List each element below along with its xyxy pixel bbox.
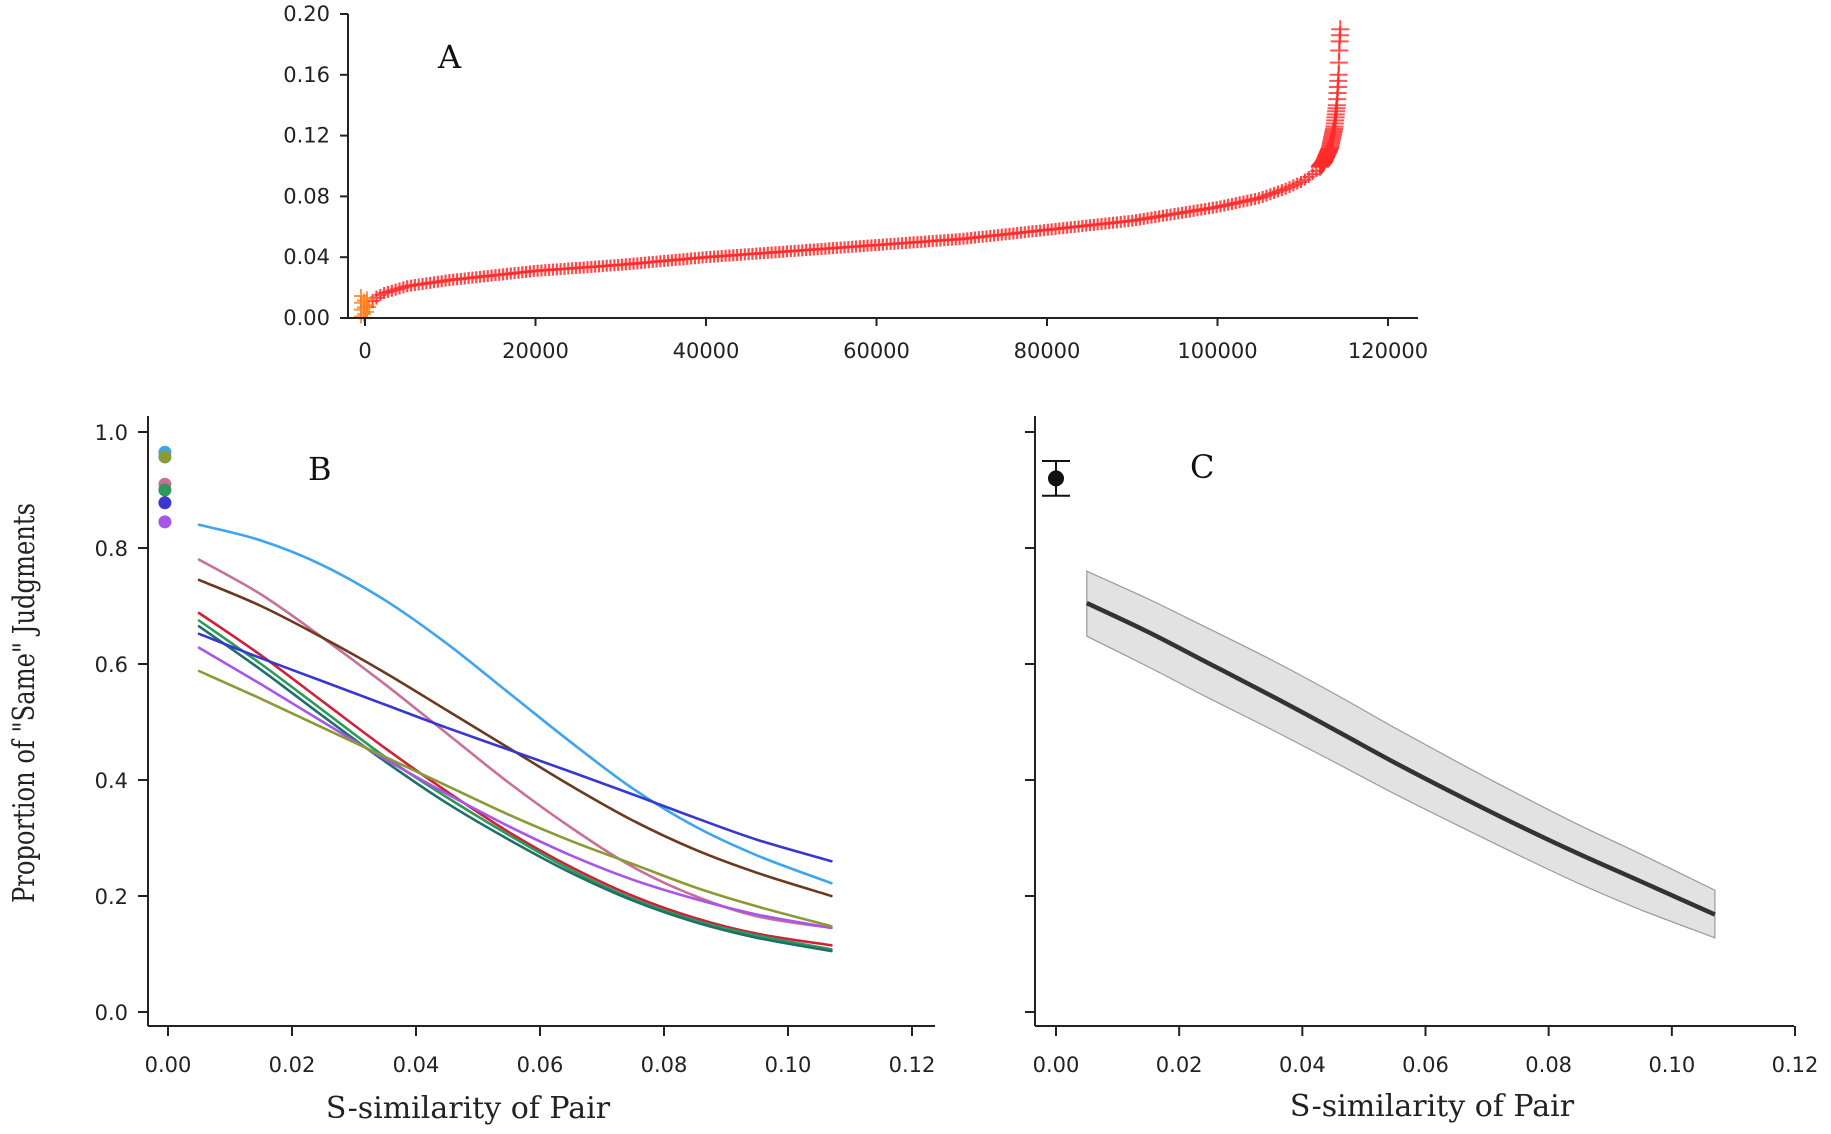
panel-b-x-tick-label: 0.10 <box>765 1053 812 1077</box>
panel-b-zero-point <box>158 483 172 497</box>
panel-b-zero-point <box>158 515 172 529</box>
panel-a-y-tick-label: 0.08 <box>283 184 330 208</box>
panel-b-x-tick-label: 0.02 <box>269 1053 316 1077</box>
panel-a-point <box>354 288 368 303</box>
panel-c-ticks: 0.00 0.02 0.04 0.06 0.08 0.10 0.12 <box>1025 431 1819 1077</box>
panel-a-marks <box>354 20 1350 325</box>
panel-a-x-tick-label: 20000 <box>502 339 569 363</box>
panel-a-x-tick-label: 60000 <box>843 339 910 363</box>
panel-a-x-tick-label: 40000 <box>673 339 740 363</box>
panel-b-y-label: Proportion of "Same" Judgments <box>7 503 42 903</box>
panel-b-letter: B <box>308 450 332 488</box>
panel-a: 0.00 0.04 0.08 0.12 0.16 0.20 0 20000 40000 60000… <box>283 2 1428 363</box>
panel-c-x-tick-label: 0.04 <box>1279 1053 1326 1077</box>
panel-a-x-tick-label: 100000 <box>1177 339 1257 363</box>
panel-c-x-label: S-similarity of Pair <box>1290 1089 1575 1124</box>
panel-a-x-tick-label: 0 <box>358 339 371 363</box>
panel-b-x-tick-label: 0.04 <box>393 1053 440 1077</box>
panel-a-y-tick-label: 0.12 <box>283 124 330 148</box>
panel-b-series-line <box>197 646 833 930</box>
panel-b-zero-point <box>158 450 172 464</box>
panel-b-series-line <box>197 558 833 930</box>
panel-b-series-line <box>197 611 833 947</box>
panel-b-x-tick-label: 0.06 <box>517 1053 564 1077</box>
panel-b-x-tick-label: 0.08 <box>641 1053 688 1077</box>
panel-c-x-tick-label: 0.12 <box>1772 1053 1819 1077</box>
panel-c-x-tick-label: 0.06 <box>1402 1053 1449 1077</box>
panel-a-y-tick-label: 0.20 <box>283 2 330 26</box>
panel-b-series-line <box>197 669 833 928</box>
panel-b-marks <box>158 445 833 953</box>
panel-c-x-tick-label: 0.02 <box>1156 1053 1203 1077</box>
panel-c-x-tick-label: 0.08 <box>1525 1053 1572 1077</box>
panel-b-series-line <box>197 632 833 863</box>
panel-c-letter: C <box>1190 448 1214 486</box>
panel-c-marks <box>1042 460 1716 939</box>
panel-b-x-tick-label: 0.12 <box>889 1053 936 1077</box>
panel-b-y-tick-label: 0.2 <box>95 885 128 909</box>
panel-b-series-line <box>197 619 833 951</box>
panel-c-mean-line <box>1085 601 1716 917</box>
panel-c: 0.00 0.02 0.04 0.06 0.08 0.10 0.12 C S-similar… <box>1025 416 1818 1124</box>
panel-b-series-line <box>197 578 833 898</box>
panel-a-point <box>360 291 374 306</box>
panel-a-x-tick-label: 120000 <box>1348 339 1428 363</box>
panel-c-x-tick-label: 0.00 <box>1033 1053 1080 1077</box>
panel-b-y-tick-label: 0.0 <box>95 1001 128 1025</box>
panel-a-y-tick-label: 0.16 <box>283 63 330 87</box>
panel-b-x-label: S-similarity of Pair <box>326 1091 611 1126</box>
panel-b-y-tick-label: 0.4 <box>95 769 128 793</box>
panel-a-letter: A <box>437 38 462 76</box>
panel-b-zero-point <box>158 496 172 510</box>
panel-a-ticks: 0.00 0.04 0.08 0.12 0.16 0.20 0 20000 40000 60000… <box>283 2 1428 363</box>
panel-b-y-tick-label: 0.6 <box>95 653 128 677</box>
panel-b-x-tick-label: 0.00 <box>145 1053 192 1077</box>
panel-b-ticks: 0.0 0.2 0.4 0.6 0.8 1.0 0.00 0.02 0.04 0.06 0.08 0.… <box>95 421 936 1077</box>
panel-c-confidence-band <box>1086 570 1716 939</box>
panel-c-zero-point <box>1048 470 1064 487</box>
panel-b: 0.0 0.2 0.4 0.6 0.8 1.0 0.00 0.02 0.04 0.06 0.08 0.… <box>7 416 935 1126</box>
panel-a-y-tick-label: 0.00 <box>283 306 330 330</box>
panel-b-y-tick-label: 1.0 <box>95 421 128 445</box>
panel-b-y-tick-label: 0.8 <box>95 537 128 561</box>
panel-a-y-tick-label: 0.04 <box>283 245 330 269</box>
panel-b-series-line <box>197 523 833 885</box>
panel-a-x-tick-label: 80000 <box>1014 339 1081 363</box>
panel-a-point <box>1331 20 1350 39</box>
panel-c-x-tick-label: 0.10 <box>1648 1053 1695 1077</box>
panel-b-series-line <box>197 625 833 953</box>
